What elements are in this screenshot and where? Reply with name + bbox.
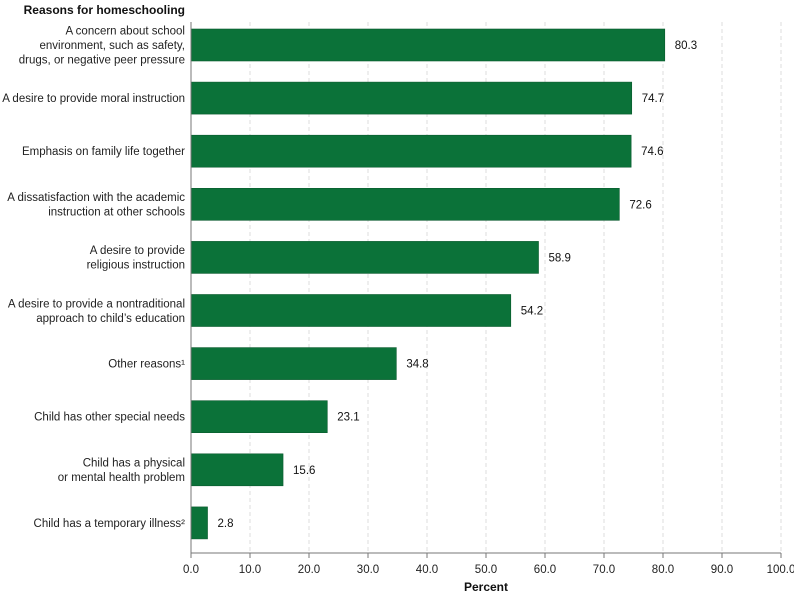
data-label: 74.6 xyxy=(641,146,663,158)
bar xyxy=(190,453,284,487)
x-tick-label: 70.0 xyxy=(593,564,615,576)
x-tick-label: 0.0 xyxy=(183,564,199,576)
category-label: Emphasis on family life together xyxy=(22,146,185,158)
x-tick-label: 80.0 xyxy=(652,564,674,576)
category-label: A desire to provide a nontraditional xyxy=(8,298,185,310)
category-label: instruction at other schools xyxy=(48,207,185,219)
chart-title: Reasons for homeschooling xyxy=(24,3,185,17)
bar xyxy=(190,81,633,115)
data-label: 54.2 xyxy=(521,306,543,318)
category-label: approach to child’s education xyxy=(36,313,185,325)
category-label: or mental health problem xyxy=(58,472,185,484)
x-tick-label: 90.0 xyxy=(711,564,733,576)
data-label: 34.8 xyxy=(406,359,428,371)
category-label: A desire to provide xyxy=(90,245,185,257)
category-label: environment, such as safety, xyxy=(39,40,185,52)
data-label: 58.9 xyxy=(549,252,571,264)
data-label: 72.6 xyxy=(629,199,651,211)
x-tick-label: 50.0 xyxy=(475,564,497,576)
category-label: religious instruction xyxy=(87,260,185,272)
bar xyxy=(190,28,666,62)
bar xyxy=(190,506,208,540)
x-tick-label: 100.0 xyxy=(767,564,794,576)
category-label: Child has a temporary illness² xyxy=(34,518,186,530)
category-label: Child has other special needs xyxy=(34,412,185,424)
category-label: A desire to provide moral instruction xyxy=(2,93,185,105)
bar xyxy=(190,134,632,168)
category-label: A dissatisfaction with the academic xyxy=(7,192,185,204)
bar xyxy=(190,241,539,274)
data-label: 15.6 xyxy=(293,465,315,477)
bar xyxy=(190,400,328,434)
category-label: drugs, or negative peer pressure xyxy=(19,55,185,67)
x-tick-label: 60.0 xyxy=(534,564,556,576)
category-label: Other reasons¹ xyxy=(108,359,185,371)
x-tick-label: 40.0 xyxy=(416,564,438,576)
category-label: A concern about school xyxy=(65,26,185,38)
bar xyxy=(190,188,620,221)
data-label: 2.8 xyxy=(218,518,234,530)
data-label: 23.1 xyxy=(337,412,359,424)
data-label: 74.7 xyxy=(642,93,664,105)
bar xyxy=(190,347,397,380)
data-label: 80.3 xyxy=(675,40,697,52)
bar xyxy=(190,294,512,327)
x-tick-label: 10.0 xyxy=(239,564,261,576)
category-label: Child has a physical xyxy=(83,458,185,470)
x-tick-label: 30.0 xyxy=(357,564,379,576)
x-tick-label: 20.0 xyxy=(298,564,320,576)
x-axis-label: Percent xyxy=(464,580,508,594)
